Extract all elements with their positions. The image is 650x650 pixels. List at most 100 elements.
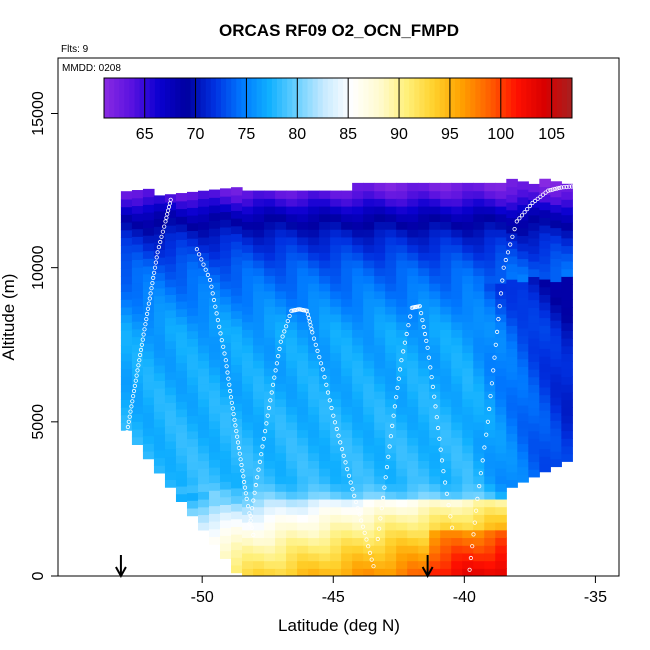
field-cell <box>231 364 243 373</box>
field-cell <box>341 344 353 354</box>
field-cell <box>175 432 188 441</box>
field-cell <box>440 306 452 315</box>
field-cell <box>561 284 573 293</box>
field-cell <box>153 326 166 335</box>
field-cell <box>385 190 397 199</box>
field-cell <box>429 352 441 361</box>
field-cell <box>374 313 386 323</box>
field-cell <box>220 419 232 428</box>
field-cell <box>175 200 188 210</box>
field-cell <box>528 237 540 247</box>
field-cell <box>528 191 540 200</box>
field-cell <box>462 236 474 246</box>
field-cell <box>209 436 221 445</box>
field-cell <box>396 414 408 423</box>
field-cell <box>319 483 331 492</box>
field-cell <box>175 293 188 302</box>
field-cell <box>253 375 265 384</box>
field-cell <box>451 198 463 207</box>
field-cell <box>473 391 485 400</box>
field-cell <box>142 296 155 306</box>
field-cell <box>550 196 562 205</box>
field-cell <box>440 321 452 330</box>
field-cell <box>220 542 232 552</box>
field-cell <box>396 444 408 454</box>
field-cell <box>142 281 155 290</box>
field-cell <box>418 537 430 546</box>
colorbar-segment <box>536 78 542 118</box>
field-cell <box>142 335 155 344</box>
flight-point <box>550 187 555 192</box>
field-cell <box>242 244 254 253</box>
colorbar-segment <box>383 78 390 118</box>
flight-point <box>336 433 341 438</box>
field-cell <box>462 229 474 238</box>
field-cell <box>495 437 507 446</box>
colorbar-segment <box>404 78 410 118</box>
field-cell <box>385 460 397 469</box>
flight-point <box>364 537 369 542</box>
flight-point <box>231 411 236 417</box>
field-cell <box>308 321 320 330</box>
field-cell <box>451 321 463 330</box>
field-cell <box>319 406 331 415</box>
field-cell <box>297 522 309 531</box>
field-cell <box>407 483 419 492</box>
flight-point <box>554 186 560 191</box>
field-cell <box>517 227 529 236</box>
field-cell <box>484 352 496 361</box>
field-cell <box>319 545 331 554</box>
field-cell <box>209 335 221 345</box>
field-cell <box>561 230 573 239</box>
flight-point <box>131 388 137 394</box>
field-cell <box>341 206 353 215</box>
field-cell <box>539 463 551 473</box>
field-cell <box>374 437 386 446</box>
y-tick-label: 15000 <box>30 91 47 136</box>
colorbar-segment <box>546 78 553 118</box>
field-cell <box>451 306 463 315</box>
field-cell <box>495 398 507 408</box>
field-cell <box>363 221 375 230</box>
colorbar-segment <box>180 78 186 118</box>
field-cell <box>396 375 408 384</box>
field-cell <box>374 244 386 253</box>
field-cell <box>462 444 474 454</box>
flight-point <box>124 435 129 440</box>
field-cell <box>197 244 210 253</box>
field-cell <box>319 437 331 446</box>
field-cell <box>231 449 243 458</box>
field-cell <box>275 252 287 261</box>
field-cell <box>286 213 298 223</box>
flight-point <box>123 448 128 453</box>
field-cell <box>297 537 309 546</box>
field-cell <box>495 421 507 431</box>
field-cell <box>462 468 474 477</box>
field-cell <box>286 537 298 546</box>
field-cell <box>506 294 518 303</box>
flight-point <box>138 347 144 352</box>
field-cell <box>550 389 562 398</box>
flight-point <box>519 213 525 218</box>
field-cell <box>286 437 298 446</box>
field-cell <box>484 360 496 369</box>
field-cell <box>253 383 265 392</box>
field-cell <box>407 398 419 408</box>
field-cell <box>363 421 375 431</box>
field-cell <box>440 506 452 515</box>
colorbar-segment <box>226 78 232 118</box>
field-cell <box>440 352 452 361</box>
field-cell <box>231 518 243 527</box>
field-cell <box>473 236 485 246</box>
field-cell <box>429 252 441 261</box>
field-cell <box>341 391 353 400</box>
flight-point <box>380 495 386 500</box>
field-cell <box>385 375 397 384</box>
field-cell <box>396 398 408 408</box>
flight-point <box>285 318 290 324</box>
field-cell <box>539 240 551 249</box>
field-cell <box>385 360 397 369</box>
field-cell <box>264 190 276 199</box>
field-cell <box>319 491 331 500</box>
field-cell <box>462 522 474 531</box>
